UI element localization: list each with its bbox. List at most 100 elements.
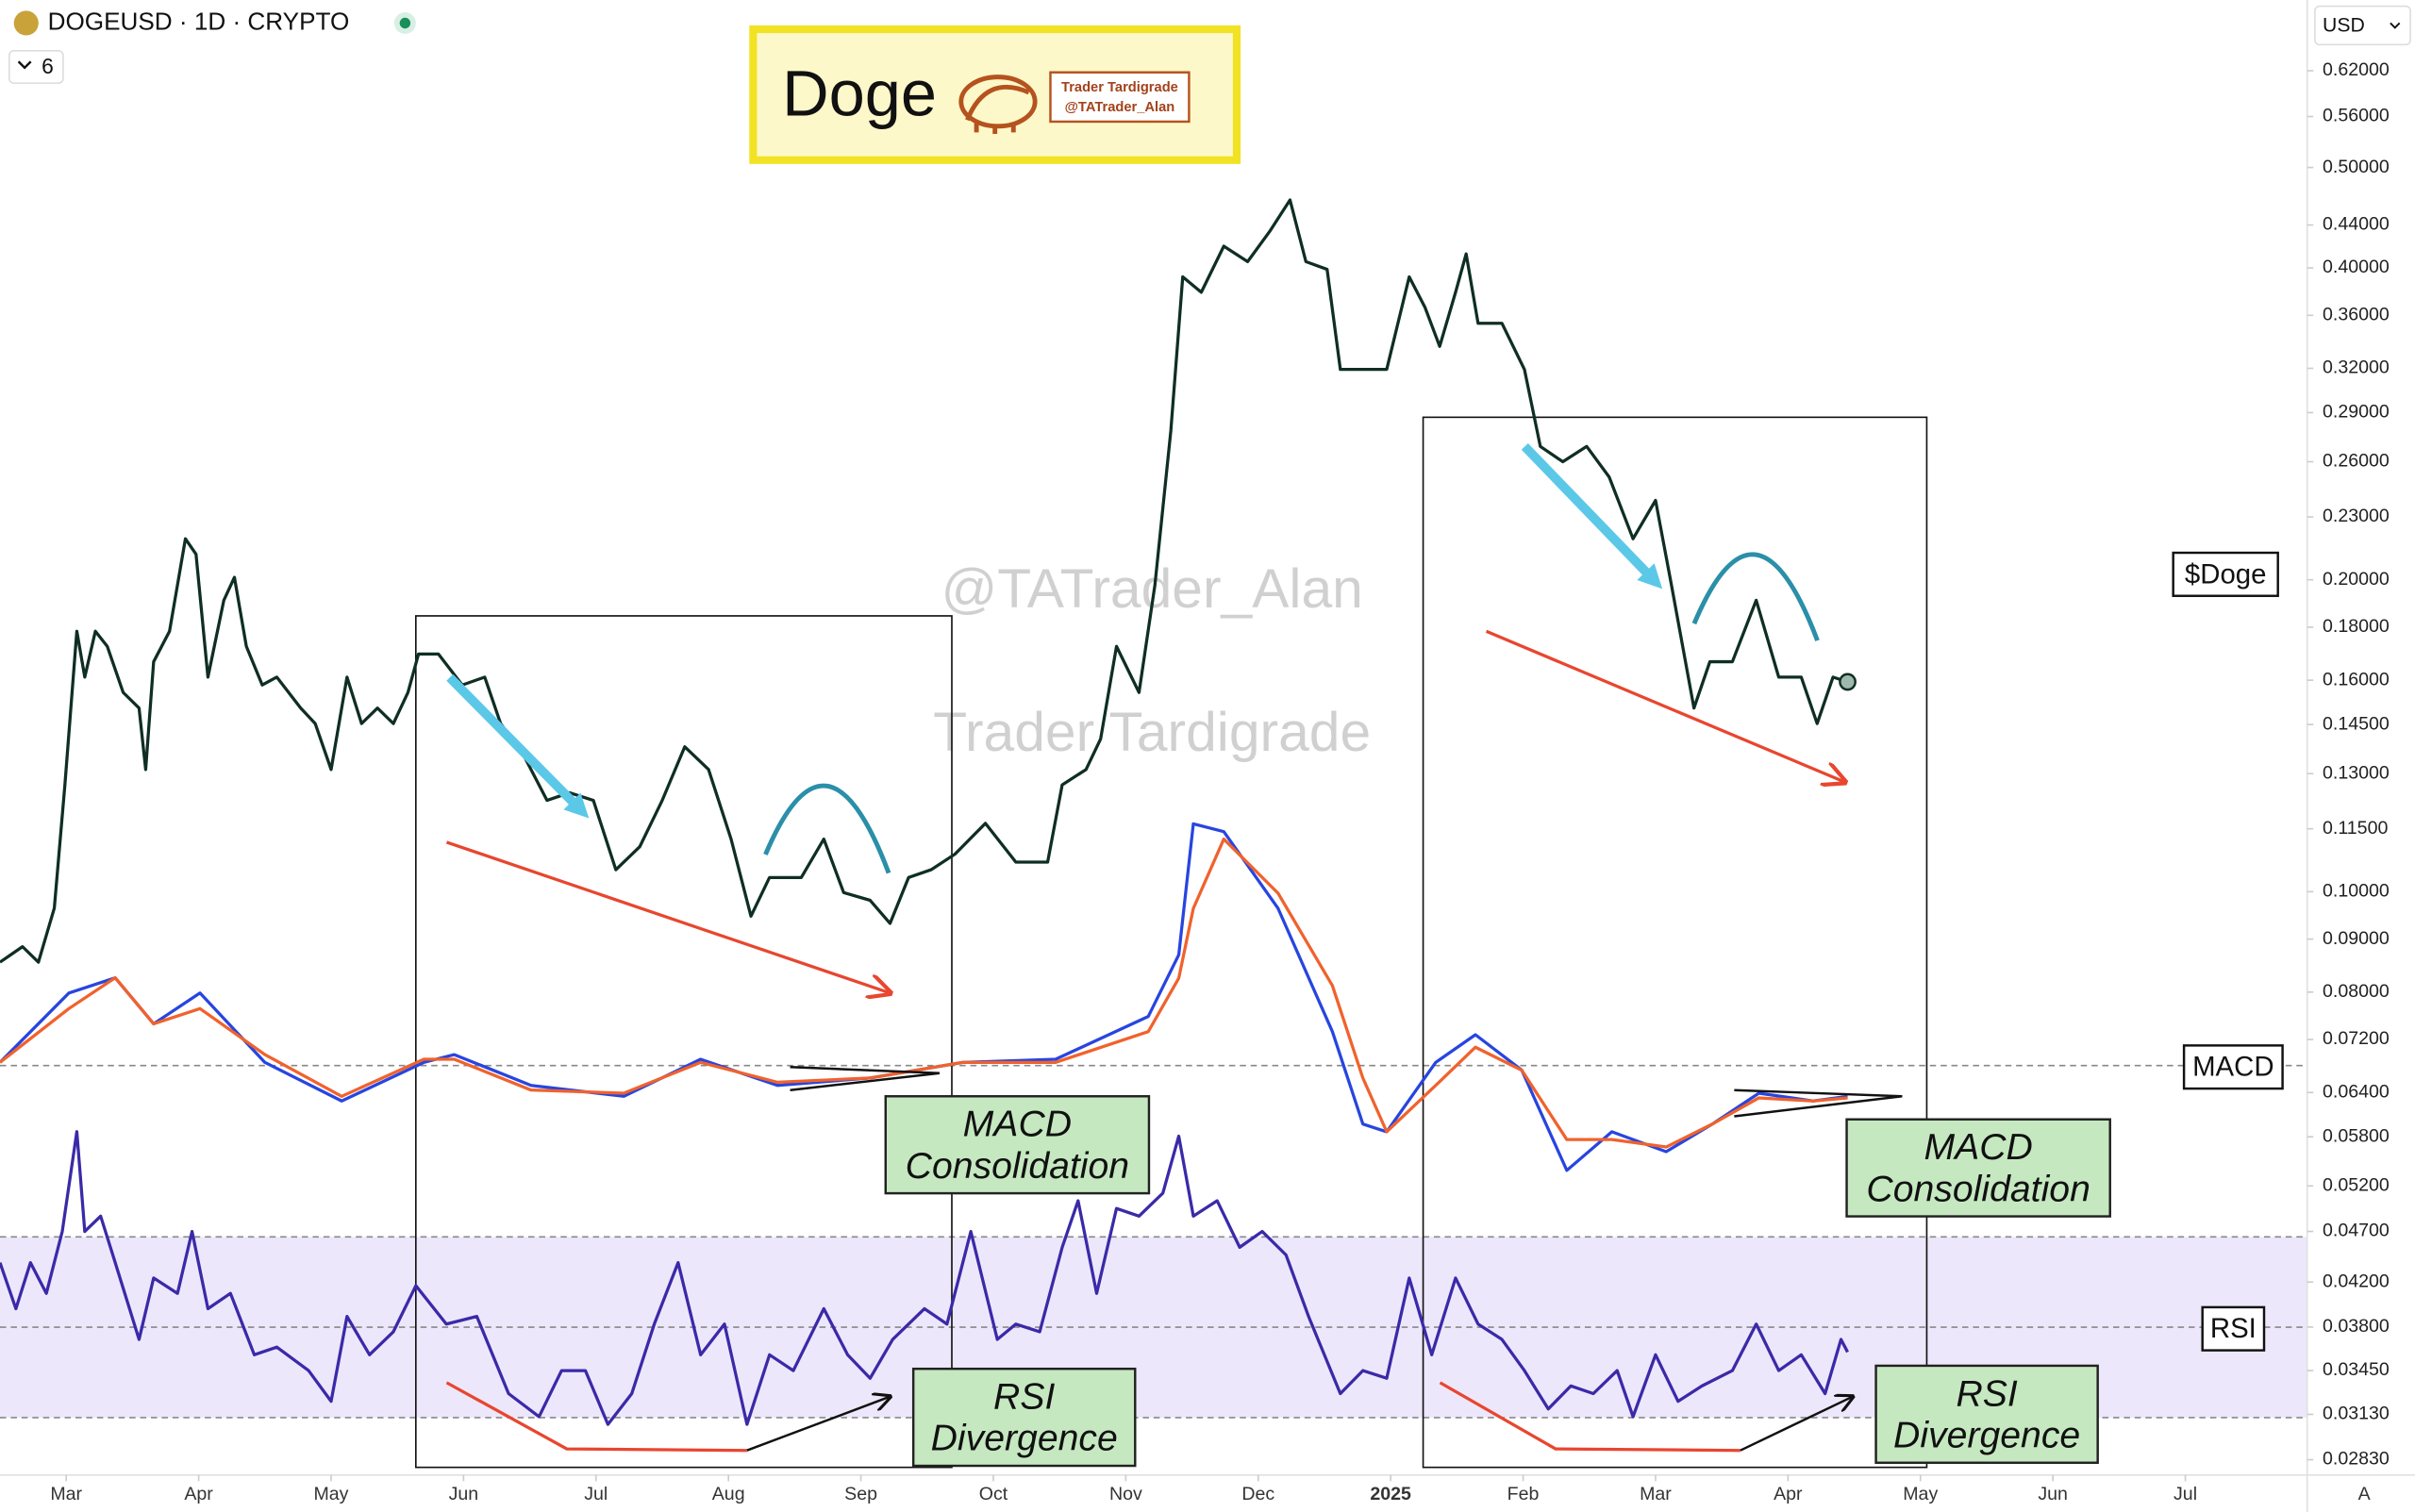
note-text: MACD Consolidation bbox=[1866, 1126, 2090, 1210]
y-tick-label: 0.03130 bbox=[2323, 1404, 2390, 1424]
y-tick-label: 0.50000 bbox=[2323, 157, 2390, 177]
trend-arrow bbox=[446, 673, 590, 819]
series-line bbox=[0, 837, 1848, 1149]
symbol-icon bbox=[13, 10, 39, 36]
y-tick-label: 0.26000 bbox=[2323, 451, 2390, 472]
note: RSI Divergence bbox=[930, 1375, 1118, 1459]
x-tick-label: Jun bbox=[449, 1484, 479, 1504]
logo-text: @TATrader_Alan bbox=[1065, 100, 1175, 115]
note-box bbox=[1845, 1118, 2111, 1218]
x-tick-label: Apr bbox=[184, 1484, 213, 1504]
indicator-count: 6 bbox=[42, 54, 54, 78]
trend-arrow bbox=[1521, 442, 1663, 590]
logo-text: Trader Tardigrade bbox=[1061, 80, 1178, 95]
symbol-title[interactable]: DOGEUSD · 1D · CRYPTO bbox=[48, 7, 350, 35]
y-tick-label: 0.05800 bbox=[2323, 1125, 2390, 1146]
panel-label-box bbox=[2182, 1044, 2284, 1090]
note-box bbox=[884, 1095, 1151, 1195]
y-tick-label: 0.44000 bbox=[2323, 214, 2390, 235]
divergence-line bbox=[1740, 1397, 1853, 1452]
trend-line bbox=[1485, 629, 1845, 782]
panel-label-box bbox=[2201, 1305, 2266, 1352]
consolidation-line bbox=[790, 1072, 941, 1091]
y-tick-label: 0.36000 bbox=[2323, 304, 2390, 324]
panel-label-box bbox=[2172, 551, 2279, 597]
y-tick-label: 0.03450 bbox=[2323, 1359, 2390, 1380]
watermark: Trader Tardigrade bbox=[933, 702, 1371, 763]
x-tick-label: Jul bbox=[584, 1484, 608, 1504]
logo-icon bbox=[958, 75, 1038, 135]
divergence-line bbox=[1439, 1381, 1740, 1453]
y-tick-label: 0.23000 bbox=[2323, 506, 2390, 526]
auto-scale-button[interactable]: A bbox=[2358, 1484, 2372, 1504]
panel-label: RSI bbox=[2210, 1313, 2257, 1344]
y-tick-label: 0.04700 bbox=[2323, 1221, 2390, 1241]
status-dot bbox=[399, 17, 411, 29]
y-tick-label: 0.08000 bbox=[2323, 981, 2390, 1002]
note-text: RSI Divergence bbox=[930, 1375, 1118, 1459]
currency-button[interactable] bbox=[2314, 5, 2411, 46]
y-tick-label: 0.05200 bbox=[2323, 1174, 2390, 1195]
y-tick-label: 0.40000 bbox=[2323, 257, 2390, 277]
series-line bbox=[0, 822, 1848, 1172]
x-tick-label: Sep bbox=[844, 1484, 877, 1504]
trend-line bbox=[445, 840, 890, 993]
logo-title: Doge bbox=[782, 58, 937, 130]
y-tick-label: 0.29000 bbox=[2323, 402, 2390, 423]
currency: USD bbox=[2323, 14, 2365, 36]
x-tick-label: Feb bbox=[1507, 1484, 1540, 1504]
series-line bbox=[0, 1130, 1849, 1426]
consolidation-line bbox=[1734, 1095, 1903, 1118]
y-tick-label: 0.16000 bbox=[2323, 669, 2390, 690]
note-box bbox=[911, 1367, 1137, 1468]
indicator-toggle[interactable] bbox=[8, 50, 64, 84]
y-tick-label: 0.13000 bbox=[2323, 762, 2390, 783]
chevron bbox=[17, 60, 32, 70]
highlight-box bbox=[1422, 416, 1928, 1469]
x-tick-label: 2025 bbox=[1370, 1484, 1411, 1504]
x-tick-label: Aug bbox=[712, 1484, 745, 1504]
x-tick-label: Mar bbox=[50, 1484, 82, 1504]
x-tick-label: Jul bbox=[2174, 1484, 2197, 1504]
note-box bbox=[1874, 1364, 2099, 1464]
note: MACD Consolidation bbox=[906, 1104, 1129, 1187]
y-tick-label: 0.62000 bbox=[2323, 59, 2390, 80]
x-tick-label: Dec bbox=[1241, 1484, 1274, 1504]
y-tick-label: 0.11500 bbox=[2323, 818, 2388, 839]
y-tick-label: 0.32000 bbox=[2323, 357, 2390, 378]
x-tick-label: Oct bbox=[979, 1484, 1008, 1504]
panel-label: $Doge bbox=[2185, 558, 2267, 590]
y-tick-label: 0.10000 bbox=[2323, 881, 2390, 902]
y-tick-label: 0.20000 bbox=[2323, 569, 2390, 590]
consolidation-line bbox=[1734, 1088, 1903, 1098]
line-layer bbox=[0, 198, 1857, 1426]
note-text: RSI Divergence bbox=[1893, 1372, 2081, 1456]
y-tick-label: 0.56000 bbox=[2323, 106, 2390, 126]
panel-label: MACD bbox=[2192, 1052, 2274, 1083]
x-tick-label: May bbox=[1903, 1484, 1938, 1504]
x-tick-label: Apr bbox=[1774, 1484, 1803, 1504]
arc bbox=[763, 783, 891, 874]
x-tick-label: Nov bbox=[1109, 1484, 1142, 1504]
series-line bbox=[0, 198, 1849, 964]
arc bbox=[1691, 552, 1820, 641]
y-tick-label: 0.03800 bbox=[2323, 1316, 2390, 1337]
y-tick-label: 0.14500 bbox=[2323, 713, 2390, 734]
last-price-marker bbox=[1839, 673, 1857, 691]
y-tick-label: 0.07200 bbox=[2323, 1028, 2390, 1049]
note: RSI Divergence bbox=[1893, 1372, 2081, 1456]
y-tick-label: 0.04200 bbox=[2323, 1271, 2390, 1291]
y-tick-label: 0.06400 bbox=[2323, 1081, 2390, 1102]
y-tick-label: 0.18000 bbox=[2323, 616, 2390, 637]
logo-tag bbox=[1049, 71, 1191, 124]
consolidation-line bbox=[790, 1066, 940, 1074]
divergence-line bbox=[746, 1397, 891, 1452]
highlight-box bbox=[415, 615, 953, 1469]
x-tick-label: Mar bbox=[1640, 1484, 1672, 1504]
y-tick-label: 0.09000 bbox=[2323, 928, 2390, 949]
x-tick-label: Jun bbox=[2038, 1484, 2068, 1504]
chevron bbox=[2390, 22, 2401, 29]
x-tick-label: May bbox=[313, 1484, 348, 1504]
